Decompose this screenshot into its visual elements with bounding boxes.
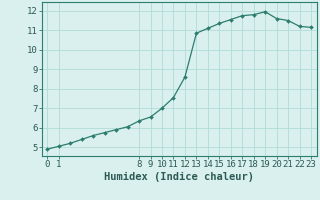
X-axis label: Humidex (Indice chaleur): Humidex (Indice chaleur): [104, 172, 254, 182]
